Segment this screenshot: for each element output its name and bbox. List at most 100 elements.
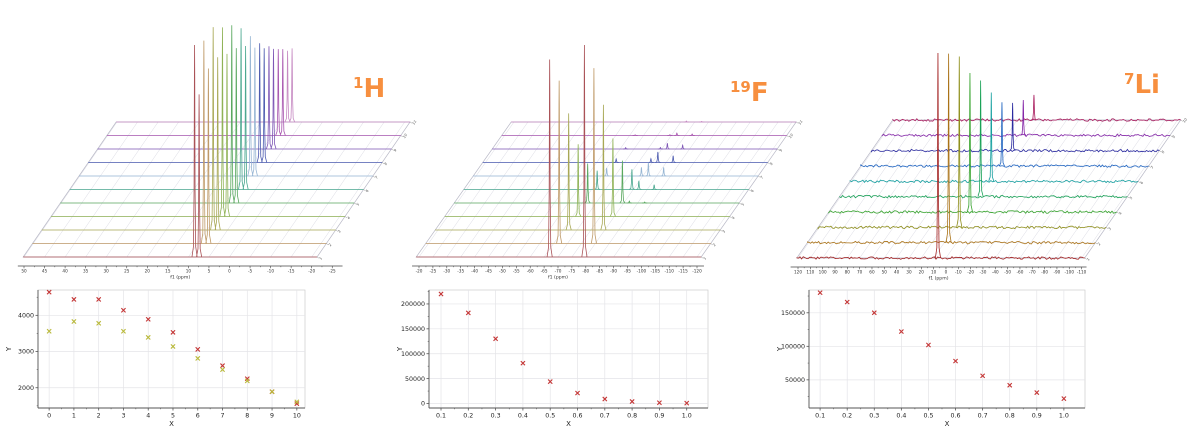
svg-text:1.0: 1.0 <box>1059 413 1069 420</box>
svg-text:0.9: 0.9 <box>654 413 664 420</box>
svg-text:35: 35 <box>83 269 89 274</box>
svg-text:Y: Y <box>5 346 13 352</box>
svg-text:120: 120 <box>794 270 802 275</box>
svg-text:0.6: 0.6 <box>951 413 961 420</box>
svg-text:30: 30 <box>906 270 912 275</box>
svg-text:0.1: 0.1 <box>815 413 825 420</box>
svg-text:Y: Y <box>396 346 404 352</box>
svg-text:2000: 2000 <box>18 385 34 392</box>
svg-text:1: 1 <box>72 413 76 420</box>
svg-text:4: 4 <box>346 215 351 220</box>
svg-text:5: 5 <box>208 269 211 274</box>
svg-text:1.0: 1.0 <box>682 413 692 420</box>
svg-text:20: 20 <box>919 270 925 275</box>
svg-text:-25: -25 <box>329 269 336 274</box>
svg-text:8: 8 <box>245 413 249 420</box>
svg-text:1: 1 <box>1086 257 1091 261</box>
svg-text:X: X <box>945 420 950 428</box>
isotope-element-19f: F <box>750 78 769 108</box>
svg-text:-70: -70 <box>1029 270 1036 275</box>
svg-text:50: 50 <box>882 270 888 275</box>
svg-text:7: 7 <box>374 175 379 180</box>
svg-text:110: 110 <box>806 270 814 275</box>
isotope-mass-7li: 7 <box>1124 70 1135 88</box>
svg-text:3: 3 <box>337 229 342 234</box>
svg-text:100000: 100000 <box>781 344 805 351</box>
svg-text:0.3: 0.3 <box>491 413 501 420</box>
svg-text:1: 1 <box>319 256 324 260</box>
svg-text:3000: 3000 <box>18 349 34 356</box>
svg-text:-45: -45 <box>485 269 492 274</box>
svg-text:0.8: 0.8 <box>627 413 637 420</box>
svg-text:4: 4 <box>731 215 736 220</box>
svg-text:5: 5 <box>741 202 746 207</box>
svg-text:-90: -90 <box>610 269 617 274</box>
svg-text:6: 6 <box>750 188 755 193</box>
svg-text:-100: -100 <box>637 269 647 274</box>
svg-text:-85: -85 <box>596 269 603 274</box>
svg-text:0.7: 0.7 <box>600 413 610 420</box>
svg-text:9: 9 <box>393 148 398 153</box>
svg-text:0.2: 0.2 <box>842 413 852 420</box>
svg-text:-30: -30 <box>443 269 450 274</box>
svg-text:-40: -40 <box>471 269 478 274</box>
svg-text:200000: 200000 <box>401 301 425 308</box>
scatter-plot-1h-decay: 0 1 2 3 4 5 6 7 8 9 10 2000 3000 4000 X Y <box>5 289 306 428</box>
svg-text:-105: -105 <box>651 269 661 274</box>
svg-text:6: 6 <box>365 188 370 193</box>
svg-text:-95: -95 <box>624 269 631 274</box>
svg-text:7: 7 <box>1150 165 1155 170</box>
svg-text:150000: 150000 <box>401 326 425 333</box>
svg-text:-55: -55 <box>513 269 520 274</box>
svg-text:9: 9 <box>270 413 274 420</box>
svg-text:5: 5 <box>356 202 361 207</box>
svg-text:0: 0 <box>228 269 231 274</box>
svg-text:3: 3 <box>121 413 125 420</box>
svg-text:15: 15 <box>165 269 171 274</box>
scatter-plot-7li-decay: 0.1 0.2 0.3 0.4 0.5 0.6 0.7 0.8 0.9 1.0 50000 10000… <box>776 289 1086 428</box>
isotope-title-1h: 1H <box>353 74 385 104</box>
svg-text:0.4: 0.4 <box>518 413 528 420</box>
svg-text:8: 8 <box>384 161 389 166</box>
svg-text:-110: -110 <box>664 269 674 274</box>
svg-text:50: 50 <box>21 269 27 274</box>
svg-text:-60: -60 <box>1017 270 1024 275</box>
svg-text:0: 0 <box>421 401 425 408</box>
isotope-mass-19f: 19 <box>730 78 751 96</box>
svg-text:4: 4 <box>146 413 150 420</box>
svg-text:4: 4 <box>1118 211 1123 216</box>
isotope-title-19f: 19F <box>730 78 769 108</box>
svg-text:20: 20 <box>145 269 151 274</box>
svg-text:2: 2 <box>712 242 717 247</box>
svg-text:3: 3 <box>722 229 727 234</box>
svg-text:0.1: 0.1 <box>436 413 446 420</box>
svg-text:7: 7 <box>760 175 765 180</box>
svg-text:40: 40 <box>894 270 900 275</box>
svg-text:10: 10 <box>931 270 937 275</box>
svg-text:-40: -40 <box>992 270 999 275</box>
svg-text:10: 10 <box>293 413 301 420</box>
svg-text:2: 2 <box>97 413 101 420</box>
svg-text:5: 5 <box>171 413 175 420</box>
svg-text:9: 9 <box>1172 134 1177 139</box>
svg-text:0: 0 <box>47 413 51 420</box>
svg-text:f1 (ppm): f1 (ppm) <box>170 275 190 281</box>
svg-text:30: 30 <box>104 269 110 274</box>
svg-text:0.8: 0.8 <box>1005 413 1015 420</box>
svg-text:60: 60 <box>869 270 875 275</box>
svg-text:0.5: 0.5 <box>923 413 933 420</box>
svg-text:-10: -10 <box>955 270 962 275</box>
svg-text:0.2: 0.2 <box>463 413 473 420</box>
svg-text:2: 2 <box>1097 241 1102 246</box>
svg-text:100: 100 <box>819 270 827 275</box>
svg-text:10: 10 <box>788 132 794 139</box>
svg-text:-35: -35 <box>457 269 464 274</box>
svg-text:50000: 50000 <box>405 376 425 383</box>
svg-text:-75: -75 <box>568 269 575 274</box>
svg-text:-50: -50 <box>1004 270 1011 275</box>
svg-text:-50: -50 <box>499 269 506 274</box>
